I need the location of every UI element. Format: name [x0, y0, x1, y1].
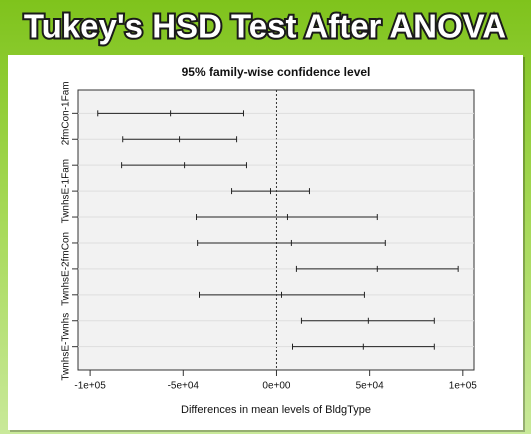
x-tick-label: -5e+04: [168, 381, 200, 392]
x-tick-label: 1e+05: [449, 381, 478, 392]
x-tick-label: -1e+05: [74, 381, 106, 392]
y-tick-label: TwnhsE-Twnhs: [61, 313, 72, 381]
y-tick-label: TwnhsE-1Fam: [61, 159, 72, 223]
banner-title: Tukey's HSD Test After ANOVA: [24, 8, 506, 45]
y-tick-label: TwnhsE-2fmCon: [61, 232, 72, 306]
y-tick-label: 2fmCon-1Fam: [61, 81, 72, 145]
x-tick-label: 0e+00: [262, 381, 291, 392]
chart-title: 95% family-wise confidence level: [182, 65, 371, 79]
x-axis-label: Differences in mean levels of BldgType: [181, 404, 371, 416]
x-tick-label: 5e+04: [356, 381, 385, 392]
